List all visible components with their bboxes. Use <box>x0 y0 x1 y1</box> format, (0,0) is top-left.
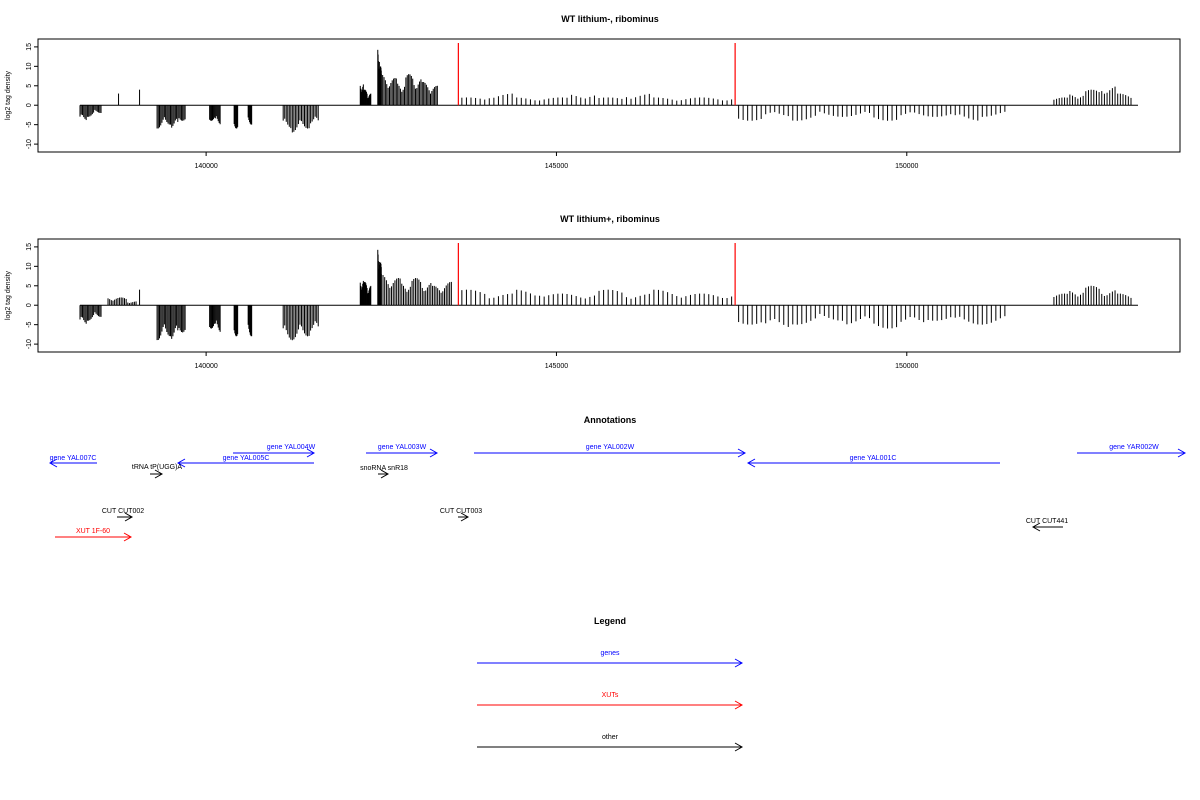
annotation-feature: XUT 1F-60 <box>55 528 133 542</box>
annotation-feature: gene YAL002W <box>474 444 747 458</box>
feature-arrow-arrowhead <box>154 469 164 479</box>
annotation-feature: gene YAL005C <box>176 455 314 468</box>
y-tick-label: -5 <box>26 121 33 127</box>
feature-label: XUT 1F-60 <box>76 528 110 535</box>
plot-frame <box>37 38 1181 153</box>
panel-title: WT lithium-, ribominus <box>561 14 659 24</box>
legend-arrow-arrowhead <box>734 700 744 710</box>
panel-title: WT lithium+, ribominus <box>560 214 660 224</box>
y-tick-label: 5 <box>26 284 33 288</box>
x-tick-label: 140000 <box>194 363 217 370</box>
feature-arrow-arrowhead <box>176 458 186 468</box>
annotation-feature: CUT CUT002 <box>102 508 144 522</box>
annotation-feature: gene YAL001C <box>746 455 1000 468</box>
density-panels: WT lithium-, ribominus log2 tag density -1… <box>5 14 1181 370</box>
feature-label: gene YAL003W <box>378 444 427 451</box>
y-tick-label: 15 <box>26 243 33 251</box>
feature-label: gene YAL001C <box>850 455 897 462</box>
y-axis-label: log2 tag density <box>5 70 12 120</box>
feature-label: CUT CUT003 <box>440 508 482 515</box>
feature-label: gene YAR002W <box>1109 444 1159 451</box>
feature-label: gene YAL004W <box>267 444 316 451</box>
legend-label: other <box>602 734 619 741</box>
feature-arrow-arrowhead <box>380 469 390 479</box>
plot-frame <box>37 238 1181 353</box>
legend-label: genes <box>600 650 620 657</box>
x-tick-label: 140000 <box>194 163 217 170</box>
y-tick-label: 5 <box>26 84 33 88</box>
feature-label: CUT CUT441 <box>1026 518 1068 525</box>
feature-arrow-arrowhead <box>460 512 470 522</box>
annotation-feature: gene YAL003W <box>366 444 439 458</box>
legend-arrow-arrowhead <box>734 658 744 668</box>
feature-arrow-arrowhead <box>1177 448 1187 458</box>
feature-label: gene YAL005C <box>223 455 270 462</box>
y-tick-label: 0 <box>26 103 33 107</box>
feature-arrow-arrowhead <box>306 448 316 458</box>
legend-item: XUTs <box>477 692 744 710</box>
feature-arrow-arrowhead <box>429 448 439 458</box>
annotation-feature: tRNA tP(UGG)A <box>132 464 183 479</box>
y-tick-label: -5 <box>26 321 33 327</box>
feature-label: gene YAL007C <box>50 455 97 462</box>
legend-item: genes <box>477 650 744 668</box>
x-tick-label: 145000 <box>545 163 568 170</box>
y-tick-label: -10 <box>26 139 33 149</box>
annotation-feature: gene YAL004W <box>233 444 316 458</box>
x-tick-label: 150000 <box>895 163 918 170</box>
annotations-title: Annotations <box>584 415 637 425</box>
feature-arrow-arrowhead <box>124 512 134 522</box>
x-tick-label: 150000 <box>895 363 918 370</box>
feature-label: tRNA tP(UGG)A <box>132 464 183 471</box>
y-axis-label: log2 tag density <box>5 270 12 320</box>
feature-arrow-arrowhead <box>737 448 747 458</box>
feature-label: gene YAL002W <box>586 444 635 451</box>
feature-arrow-arrowhead <box>123 532 133 542</box>
annotation-feature: snoRNA snR18 <box>360 465 408 479</box>
annotations-panel: Annotations gene YAL007C gene YAL005C gene… <box>48 415 1187 542</box>
annotation-feature: gene YAR002W <box>1077 444 1187 458</box>
x-tick-label: 145000 <box>545 363 568 370</box>
annotation-feature: gene YAL007C <box>48 455 97 468</box>
legend-item: other <box>477 734 744 752</box>
legend-title: Legend <box>594 616 626 626</box>
density-panel-1: WT lithium-, ribominus log2 tag density -1… <box>5 14 1181 170</box>
y-tick-label: -10 <box>26 339 33 349</box>
legend-panel: Legend genes XUTs other <box>477 616 744 752</box>
y-tick-label: 0 <box>26 303 33 307</box>
legend-arrow-arrowhead <box>734 742 744 752</box>
y-tick-label: 15 <box>26 43 33 51</box>
y-tick-label: 10 <box>26 62 33 70</box>
density-panel-2: WT lithium+, ribominus log2 tag density -1… <box>5 214 1181 370</box>
feature-arrow-arrowhead <box>746 458 756 468</box>
y-tick-label: 10 <box>26 262 33 270</box>
legend-label: XUTs <box>602 692 619 699</box>
feature-label: snoRNA snR18 <box>360 465 408 472</box>
feature-label: CUT CUT002 <box>102 508 144 515</box>
feature-arrow-arrowhead <box>48 458 58 468</box>
annotation-feature: CUT CUT441 <box>1026 518 1068 532</box>
feature-arrow-arrowhead <box>1031 522 1041 532</box>
annotation-feature: CUT CUT003 <box>440 508 482 522</box>
